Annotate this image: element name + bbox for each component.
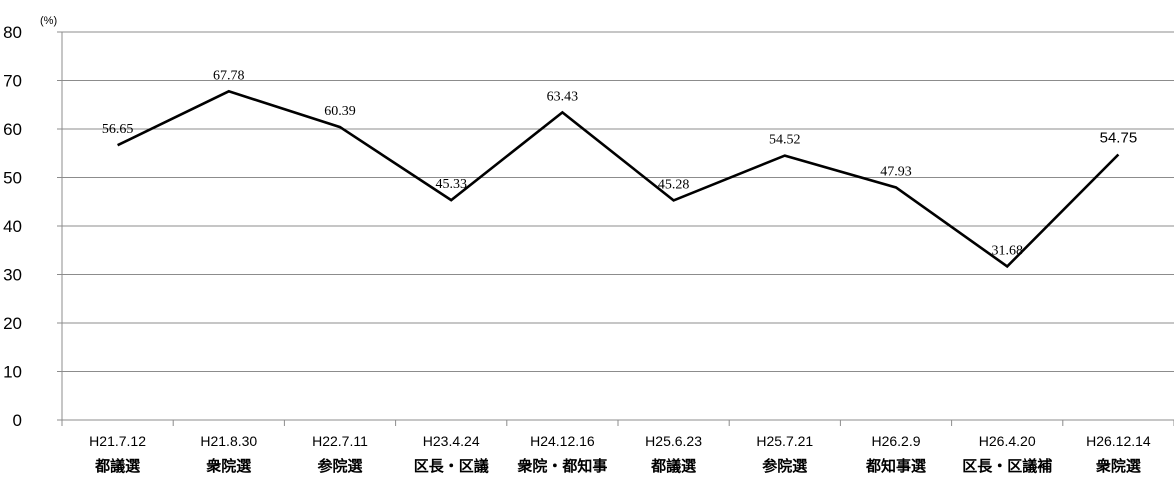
data-label: 54.52 <box>769 133 801 148</box>
y-tick-label: 40 <box>3 217 22 236</box>
data-labels: 56.65 67.78 60.39 45.33 63.43 45.28 54.52 47.93… <box>102 68 1137 258</box>
x-tick-label-name: 参院選 <box>317 457 362 475</box>
x-tick-label-date: H21.8.30 <box>200 433 257 449</box>
x-axis-labels: H21.7.12 都議選 H21.8.30 衆院選 H22.7.11 参院選 H23.4.2… <box>89 433 1151 475</box>
data-label: 47.93 <box>880 165 912 180</box>
y-axis-ticks: 0 10 20 30 40 50 60 70 80 <box>3 23 62 430</box>
x-tick-label-name: 衆院選 <box>206 457 251 475</box>
y-tick-label: 20 <box>3 314 22 333</box>
x-tick-label-name: 衆院・都知事 <box>517 457 607 475</box>
series-line-path <box>117 89 1120 269</box>
x-tick-label-name: 都知事選 <box>865 457 926 475</box>
data-label: 31.68 <box>991 243 1023 258</box>
y-tick-label: 60 <box>3 120 22 139</box>
data-label: 54.75 <box>1100 129 1138 146</box>
x-tick-label-name: 都議選 <box>94 457 140 475</box>
y-tick-label: 50 <box>3 169 22 188</box>
y-tick-label: 0 <box>13 411 22 430</box>
x-tick-label-date: H25.7.21 <box>756 433 813 449</box>
x-tick-label-date: H26.2.9 <box>871 433 920 449</box>
x-tick-label-name: 都議選 <box>650 457 696 475</box>
x-axis-ticks <box>61 420 1174 426</box>
x-tick-label-name: 参院選 <box>762 457 807 475</box>
x-tick-label-date: H26.12.14 <box>1086 433 1151 449</box>
x-tick-label-name: 区長・区議 <box>414 457 489 475</box>
data-label: 63.43 <box>547 89 579 104</box>
x-tick-label-date: H25.6.23 <box>645 433 702 449</box>
series-line <box>117 89 1120 269</box>
gridlines <box>62 31 1174 372</box>
y-tick-label: 80 <box>3 23 22 42</box>
x-tick-label-date: H21.7.12 <box>89 433 146 449</box>
y-axis-unit-label: (%) <box>40 15 57 27</box>
data-label: 56.65 <box>102 122 134 137</box>
x-tick-label-date: H26.4.20 <box>979 433 1036 449</box>
x-tick-label-date: H24.12.16 <box>530 433 595 449</box>
data-label: 45.33 <box>435 177 467 192</box>
y-tick-label: 70 <box>3 72 22 91</box>
x-tick-label-name: 衆院選 <box>1096 457 1141 475</box>
x-tick-label-date: H23.4.24 <box>423 433 480 449</box>
x-tick-label-name: 区長・区議補 <box>962 457 1052 475</box>
x-tick-label-date: H22.7.11 <box>312 433 368 449</box>
y-tick-label: 30 <box>3 266 22 285</box>
data-label: 67.78 <box>213 68 245 83</box>
data-label: 60.39 <box>324 104 356 119</box>
data-label: 45.28 <box>658 177 690 192</box>
y-tick-label: 10 <box>3 363 22 382</box>
